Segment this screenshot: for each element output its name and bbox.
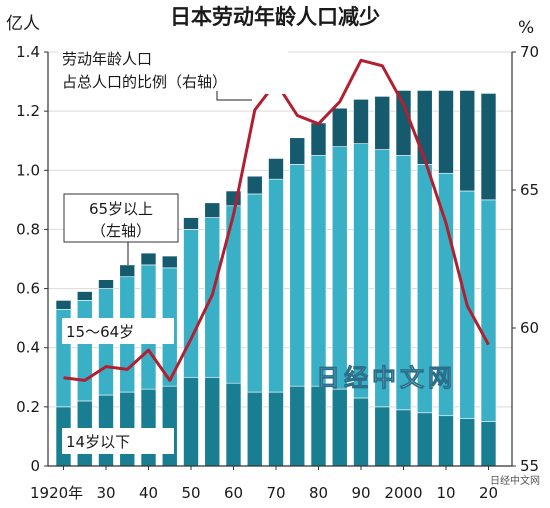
right-tick-label: 60	[520, 319, 539, 337]
children-label: 14岁以下	[66, 433, 130, 451]
bar-segment-1	[246, 391, 263, 467]
left-tick-label: 1.0	[16, 161, 40, 179]
bar-segment-3	[353, 99, 369, 144]
ratio-label-line1: 劳动年龄人口	[62, 50, 152, 68]
bar-segment-1	[183, 376, 199, 467]
bar-segment-3	[76, 291, 93, 301]
x-tick-label: 90	[351, 484, 370, 502]
left-axis-ticks: 0 0.2 0.4 0.6 0.8 1.0 1.2 1.4	[16, 43, 48, 475]
bar-segment-1	[416, 412, 433, 467]
x-tick-label: 70	[266, 484, 285, 502]
left-tick-label: 1.4	[16, 43, 40, 61]
bar-segment-2	[331, 146, 348, 390]
bar-segment-2	[310, 155, 327, 387]
bar-segment-3	[438, 90, 454, 174]
left-tick-label: 0.2	[16, 398, 40, 416]
ratio-label-box	[58, 46, 288, 94]
x-tick-label: 60	[224, 484, 243, 502]
bar-segment-1	[395, 409, 412, 467]
bar-segment-1	[438, 415, 454, 467]
bar-segment-3	[459, 90, 476, 192]
bar-segment-2	[353, 143, 369, 399]
bar-segment-3	[416, 90, 433, 165]
bar-segment-3	[98, 279, 114, 289]
right-axis-unit: %	[518, 18, 534, 38]
bar-segment-2	[76, 300, 93, 402]
bar-segment-3	[374, 96, 391, 150]
elderly-label-line1: 65岁以上	[89, 200, 153, 218]
bar-segment-3	[246, 175, 263, 195]
ratio-leader-line	[216, 91, 252, 101]
working-age-label: 15～64岁	[66, 323, 134, 341]
bar-segment-3	[140, 252, 157, 266]
bar-segment-3	[204, 202, 221, 218]
chart-title: 日本劳动年龄人口减少	[170, 5, 380, 29]
bar-segment-2	[246, 193, 263, 393]
ratio-label-line2: 占总人口的比例（右轴）	[62, 73, 227, 91]
bar-segment-1	[459, 418, 476, 467]
bar-segment-2	[289, 164, 306, 387]
bar-segment-1	[289, 385, 306, 467]
corner-watermark: 日经中文网	[490, 474, 540, 487]
bar-segment-1	[225, 382, 242, 467]
bar-segment-1	[268, 391, 284, 467]
bar-segment-1	[310, 385, 327, 467]
left-tick-label: 0.4	[16, 339, 40, 357]
right-tick-label: 70	[520, 43, 539, 61]
x-tick-label: 50	[181, 484, 200, 502]
bar-segment-3	[161, 255, 178, 269]
x-tick-label: 20	[479, 484, 498, 502]
children-label-box	[62, 428, 174, 454]
bar-segment-1	[204, 376, 221, 467]
bar-segment-3	[183, 217, 199, 230]
left-tick-label: 0.8	[16, 220, 40, 238]
bar-segment-3	[480, 93, 497, 201]
bar-segment-1	[331, 388, 348, 467]
x-tick-label: 30	[96, 484, 115, 502]
bar-segment-3	[55, 300, 72, 310]
right-tick-label: 55	[520, 457, 539, 475]
bar-segment-2	[480, 199, 497, 422]
x-tick-label: 10	[436, 484, 455, 502]
bar-segment-3	[395, 90, 412, 156]
right-tick-label: 65	[520, 181, 539, 199]
x-tick-label: 80	[309, 484, 328, 502]
left-tick-label: 1.2	[16, 102, 40, 120]
bar-layer	[55, 90, 497, 467]
bar-segment-1	[374, 406, 391, 467]
bar-segment-3	[119, 264, 136, 278]
left-tick-label: 0.6	[16, 280, 40, 298]
left-tick-label: 0	[30, 457, 40, 475]
watermark-text: 日经中文网	[316, 364, 456, 392]
bar-segment-2	[268, 178, 284, 393]
bar-segment-1	[353, 397, 369, 467]
left-axis-unit: 亿人	[6, 14, 40, 34]
bar-segment-1	[161, 385, 178, 467]
bar-segment-1	[140, 388, 157, 467]
elderly-label-box	[63, 193, 179, 243]
bar-segment-1	[480, 421, 497, 467]
elderly-label-line2: （左轴）	[91, 222, 151, 240]
x-tick-label: 40	[139, 484, 158, 502]
bar-segment-3	[331, 107, 348, 147]
x-axis-ticks: 1920年 30 40 50 60 70 80 90 2000 10 20	[30, 466, 498, 502]
bar-segment-2	[183, 229, 199, 378]
bar-segment-3	[289, 137, 306, 165]
working-age-label-box	[62, 318, 174, 344]
x-tick-label: 2000	[384, 484, 422, 502]
x-tick-label: 1920年	[30, 484, 83, 502]
bar-segment-3	[268, 158, 284, 180]
right-axis-ticks: 55 60 65 70	[512, 43, 539, 475]
bar-segment-3	[310, 122, 327, 156]
